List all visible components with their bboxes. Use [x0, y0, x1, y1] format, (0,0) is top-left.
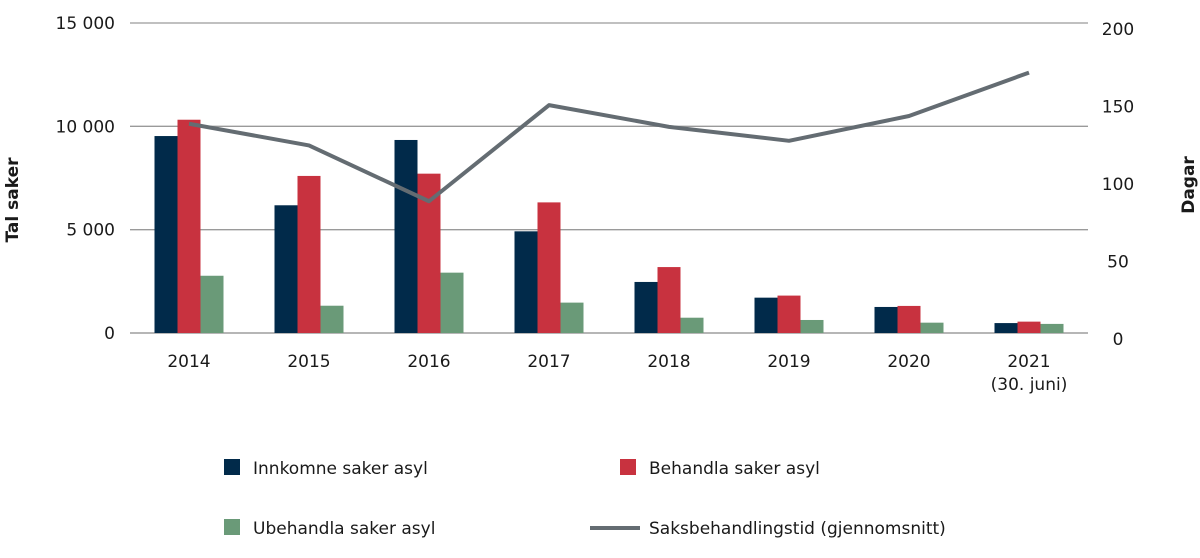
- line-saksbehandlingstid: [188, 70, 1030, 204]
- y-axis-title: Tal saker: [3, 157, 23, 243]
- bar-innkomne-saker-asyl: [994, 323, 1018, 333]
- x-tick-label: 2018: [647, 352, 690, 372]
- bar-innkomne-saker-asyl: [274, 205, 298, 333]
- bar-behandla-saker-asyl: [657, 267, 681, 333]
- axes: 0 5 000 10 000 15 000 0 50 100 150 200 2014 2015 20…: [56, 14, 1135, 395]
- bars: [154, 119, 1064, 333]
- legend-item: Ubehandla saker asyl: [224, 519, 435, 539]
- x-tick-label: 2021: [1007, 352, 1050, 372]
- legend-swatch: [620, 459, 636, 475]
- bar-innkomne-saker-asyl: [754, 297, 778, 333]
- bar-ubehandla-saker-asyl: [440, 272, 464, 333]
- bar-ubehandla-saker-asyl: [200, 275, 224, 333]
- legend-item: Behandla saker asyl: [620, 459, 820, 479]
- bar-innkomne-saker-asyl: [514, 231, 538, 333]
- line-series: [188, 70, 1030, 204]
- y2-tick-label: 100: [1102, 175, 1134, 195]
- x-tick-label: 2014: [167, 352, 210, 372]
- legend: Innkomne saker asyl Behandla saker asyl Ub…: [224, 459, 946, 539]
- bar-behandla-saker-asyl: [417, 173, 441, 333]
- y-tick-label: 15 000: [56, 14, 115, 34]
- x-tick-label: 2017: [527, 352, 570, 372]
- bar-innkomne-saker-asyl: [394, 139, 418, 333]
- y-tick-label: 0: [104, 324, 115, 344]
- bar-innkomne-saker-asyl: [874, 306, 898, 333]
- bar-innkomne-saker-asyl: [154, 136, 178, 333]
- bar-ubehandla-saker-asyl: [800, 319, 824, 333]
- x-tick-label: 2015: [287, 352, 330, 372]
- legend-item: Saksbehandlingstid (gjennomsnitt): [590, 519, 946, 539]
- legend-label: Saksbehandlingstid (gjennomsnitt): [649, 519, 946, 539]
- y2-tick-label: 200: [1102, 20, 1134, 40]
- bar-ubehandla-saker-asyl: [680, 317, 704, 333]
- bar-behandla-saker-asyl: [777, 295, 801, 333]
- x-tick-label: 2020: [887, 352, 930, 372]
- bar-ubehandla-saker-asyl: [320, 305, 344, 333]
- gridlines: [130, 22, 1088, 334]
- legend-swatch: [224, 459, 240, 475]
- y2-tick-label: 50: [1107, 253, 1129, 273]
- bar-behandla-saker-asyl: [537, 202, 561, 333]
- legend-swatch: [224, 519, 240, 535]
- y-tick-label: 10 000: [56, 117, 115, 137]
- y2-tick-label: 0: [1113, 330, 1124, 350]
- y-tick-label: 5 000: [66, 221, 115, 241]
- bar-behandla-saker-asyl: [1017, 321, 1041, 333]
- bar-behandla-saker-asyl: [897, 305, 921, 333]
- y2-tick-label: 150: [1102, 98, 1134, 118]
- legend-item: Innkomne saker asyl: [224, 459, 428, 479]
- bar-ubehandla-saker-asyl: [920, 322, 944, 333]
- bar-ubehandla-saker-asyl: [560, 302, 584, 333]
- y2-axis-title: Dagar: [1179, 156, 1199, 214]
- bar-innkomne-saker-asyl: [634, 281, 658, 333]
- legend-label: Innkomne saker asyl: [253, 459, 428, 479]
- bar-behandla-saker-asyl: [177, 119, 201, 333]
- bar-behandla-saker-asyl: [297, 175, 321, 333]
- legend-label: Ubehandla saker asyl: [253, 519, 435, 539]
- legend-label: Behandla saker asyl: [649, 459, 820, 479]
- x-tick-label: (30. juni): [991, 375, 1068, 395]
- x-tick-label: 2019: [767, 352, 810, 372]
- x-tick-label: 2016: [407, 352, 450, 372]
- bar-ubehandla-saker-asyl: [1040, 323, 1064, 333]
